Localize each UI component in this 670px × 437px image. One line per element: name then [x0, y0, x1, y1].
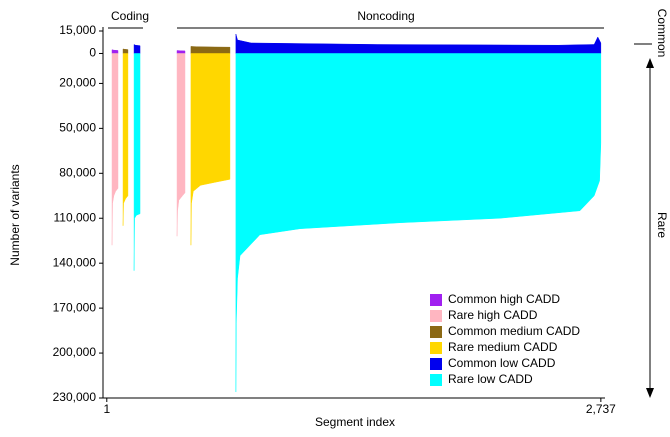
x-tick-label: 2,737	[586, 402, 616, 416]
legend-label: Common high CADD	[448, 292, 560, 306]
legend-swatch	[430, 294, 442, 306]
y-tick-label: 80,000	[59, 165, 96, 179]
legend-swatch	[430, 326, 442, 338]
y-tick-label: 110,000	[54, 210, 97, 224]
common-label: Common	[655, 9, 669, 58]
legend-label: Rare high CADD	[448, 308, 538, 322]
y-tick-label: 20,000	[59, 76, 96, 90]
y-tick-label: 170,000	[53, 300, 97, 314]
noncoding-label: Noncoding	[357, 9, 414, 23]
y-tick-label: 50,000	[59, 121, 96, 135]
area	[133, 53, 602, 393]
legend-swatch	[430, 358, 442, 370]
rare-label: Rare	[655, 212, 669, 238]
area	[111, 53, 186, 246]
x-tick-label: 1	[103, 402, 110, 416]
legend-label: Rare low CADD	[448, 372, 533, 386]
coding-label: Coding	[111, 9, 149, 23]
y-tick-label: 140,000	[53, 255, 97, 269]
legend-swatch	[430, 342, 442, 354]
area	[122, 53, 231, 246]
legend-swatch	[430, 374, 442, 386]
legend-swatch	[430, 310, 442, 322]
y-tick-label: 200,000	[53, 345, 97, 359]
y-tick-label: 230,000	[53, 390, 97, 404]
x-axis-label: Segment index	[315, 415, 395, 429]
legend-label: Common low CADD	[448, 356, 556, 370]
y-tick-label: 15,000	[59, 23, 96, 37]
y-axis-label: Number of variants	[8, 164, 22, 265]
y-tick-label: 0	[89, 46, 96, 60]
legend-label: Common medium CADD	[448, 324, 580, 338]
legend-label: Rare medium CADD	[448, 340, 558, 354]
